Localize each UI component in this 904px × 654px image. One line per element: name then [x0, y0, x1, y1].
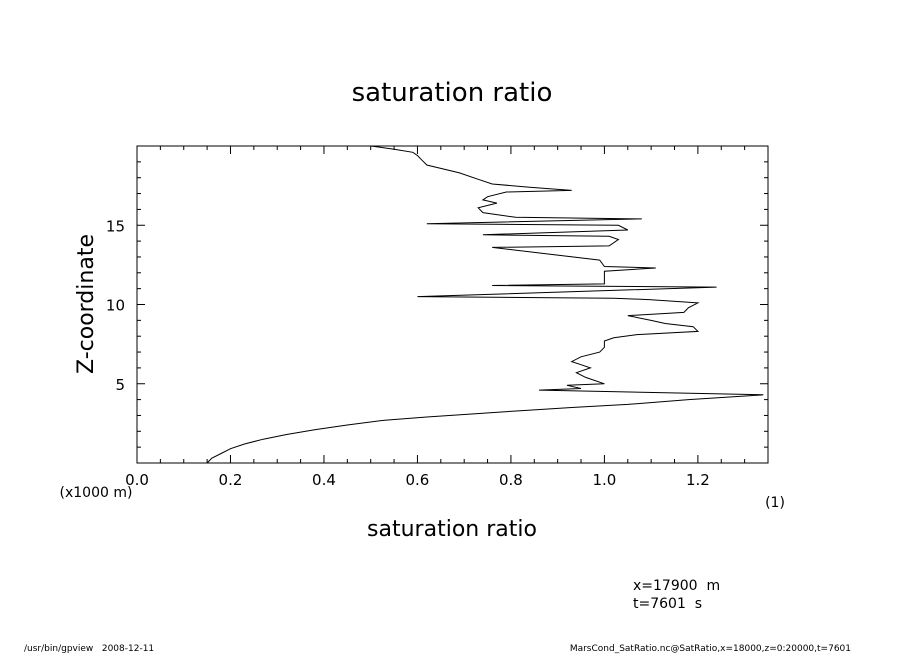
y-axis-ticks [137, 161, 768, 448]
x-tick-labels: 0.0 0.2 0.4 0.6 0.8 1.0 1.2 [125, 471, 710, 489]
x-tick-label: 1.2 [686, 471, 710, 489]
chart-title: saturation ratio [352, 78, 553, 108]
x-tick-label: 0.8 [499, 471, 523, 489]
footer-program: /usr/bin/gpview 2008-12-11 [24, 644, 154, 654]
footer-source: MarsCond_SatRatio.nc@SatRatio,x=18000,z=… [570, 644, 851, 654]
plot-area: 0.0 0.2 0.4 0.6 0.8 1.0 1.2 5 10 15 [106, 145, 769, 489]
x-tick-label: 0.6 [406, 471, 430, 489]
x-axis-units: (1) [765, 495, 785, 511]
y-axis-units: (x1000 m) [60, 485, 133, 501]
y-tick-label: 5 [115, 376, 125, 394]
x-tick-label: 0.0 [125, 471, 149, 489]
x-tick-label: 0.4 [312, 471, 336, 489]
meta-time: t=7601 s [633, 596, 702, 612]
x-tick-label: 0.2 [219, 471, 243, 489]
series-line [206, 145, 764, 464]
meta-position: x=17900 m [633, 578, 720, 594]
y-tick-label: 10 [106, 297, 125, 315]
x-axis-label: saturation ratio [367, 517, 537, 542]
x-tick-label: 1.0 [592, 471, 616, 489]
y-axis-label: Z-coordinate [74, 234, 99, 374]
y-tick-labels: 5 10 15 [106, 217, 125, 394]
y-tick-label: 15 [106, 217, 125, 235]
x-axis-ticks [136, 146, 769, 463]
